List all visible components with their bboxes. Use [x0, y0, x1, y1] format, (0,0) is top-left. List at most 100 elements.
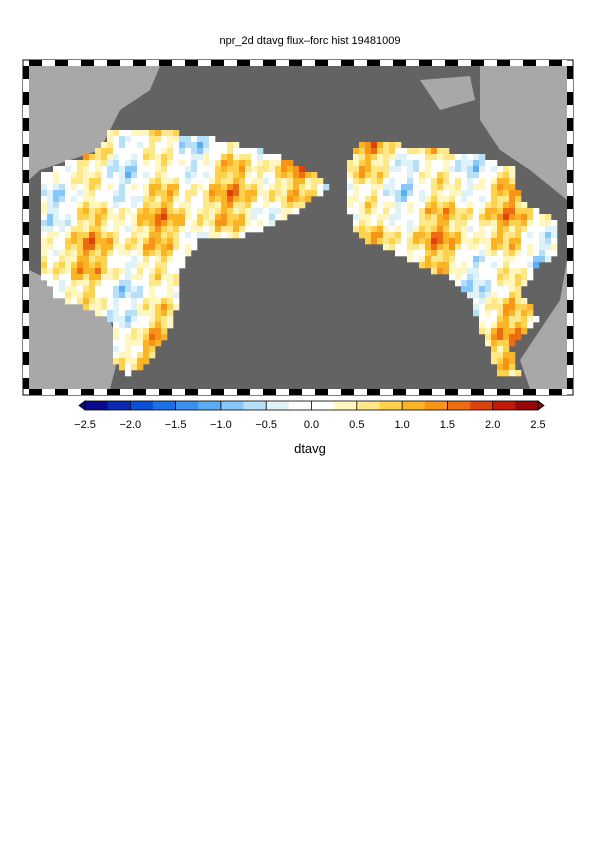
field-cell [503, 220, 510, 227]
field-cell [353, 184, 360, 191]
field-cell [125, 286, 132, 293]
field-cell [167, 304, 174, 311]
field-cell [65, 178, 72, 185]
field-cell [521, 238, 528, 245]
field-cell [497, 190, 504, 197]
field-cell [431, 232, 438, 239]
field-cell [251, 154, 258, 161]
field-cell [401, 148, 408, 155]
field-cell [419, 244, 426, 251]
field-cell [449, 166, 456, 173]
field-cell [107, 166, 114, 173]
field-cell [173, 202, 180, 209]
border-segment [562, 389, 567, 395]
field-cell [125, 172, 132, 179]
field-cell [203, 190, 210, 197]
colorbar-tick-label: 1.5 [440, 419, 455, 431]
border-segment [146, 60, 159, 66]
field-cell [83, 244, 90, 251]
field-cell [503, 166, 510, 173]
field-cell [131, 310, 138, 317]
field-cell [461, 226, 468, 233]
field-cell [377, 172, 384, 179]
field-cell [503, 256, 510, 263]
map [22, 59, 574, 396]
field-cell [125, 148, 132, 155]
field-cell [65, 280, 72, 287]
field-cell [203, 154, 210, 161]
border-segment [23, 326, 29, 339]
field-cell [455, 172, 462, 179]
field-cell [449, 154, 456, 161]
field-cell [431, 190, 438, 197]
field-cell [185, 166, 192, 173]
field-cell [425, 226, 432, 233]
field-cell [509, 190, 516, 197]
border-segment [23, 196, 29, 209]
field-cell [515, 274, 522, 281]
field-cell [77, 166, 84, 173]
field-cell [521, 298, 528, 305]
field-cell [209, 232, 216, 239]
field-cell [155, 292, 162, 299]
field-cell [107, 208, 114, 215]
field-cell [371, 154, 378, 161]
field-cell [143, 298, 150, 305]
field-cell [383, 148, 390, 155]
field-cell [455, 274, 462, 281]
field-cell [293, 208, 300, 215]
field-cell [173, 130, 180, 137]
field-cell [251, 148, 258, 155]
field-cell [119, 364, 126, 371]
field-cell [209, 160, 216, 167]
field-cell [395, 166, 402, 173]
field-cell [179, 202, 186, 209]
border-segment [484, 389, 497, 395]
field-cell [149, 178, 156, 185]
field-cell [383, 196, 390, 203]
field-cell [155, 244, 162, 251]
field-cell [107, 202, 114, 209]
field-cell [101, 190, 108, 197]
field-cell [137, 358, 144, 365]
field-cell [491, 352, 498, 359]
field-cell [41, 262, 48, 269]
field-cell [479, 250, 486, 257]
field-cell [467, 178, 474, 185]
field-cell [437, 208, 444, 215]
field-cell [503, 178, 510, 185]
field-cell [401, 160, 408, 167]
field-cell [419, 262, 426, 269]
field-cell [389, 226, 396, 233]
field-cell [245, 178, 252, 185]
field-cell [179, 262, 186, 269]
field-cell [221, 142, 228, 149]
field-cell [515, 262, 522, 269]
field-cell [125, 220, 132, 227]
field-cell [173, 208, 180, 215]
field-cell [503, 340, 510, 347]
field-cell [473, 298, 480, 305]
field-cell [509, 274, 516, 281]
field-cell [179, 190, 186, 197]
field-cell [275, 184, 282, 191]
field-cell [89, 286, 96, 293]
field-cell [107, 286, 114, 293]
field-cell [491, 310, 498, 317]
field-cell [503, 274, 510, 281]
field-cell [533, 220, 540, 227]
field-cell [167, 292, 174, 299]
field-cell [131, 274, 138, 281]
field-cell [137, 160, 144, 167]
field-cell [365, 178, 372, 185]
border-segment [510, 60, 523, 66]
field-cell [95, 268, 102, 275]
field-cell [491, 214, 498, 221]
field-cell [365, 220, 372, 227]
field-cell [119, 196, 126, 203]
field-cell [137, 280, 144, 287]
field-cell [485, 322, 492, 329]
field-cell [269, 190, 276, 197]
field-cell [443, 268, 450, 275]
border-segment [23, 92, 29, 105]
